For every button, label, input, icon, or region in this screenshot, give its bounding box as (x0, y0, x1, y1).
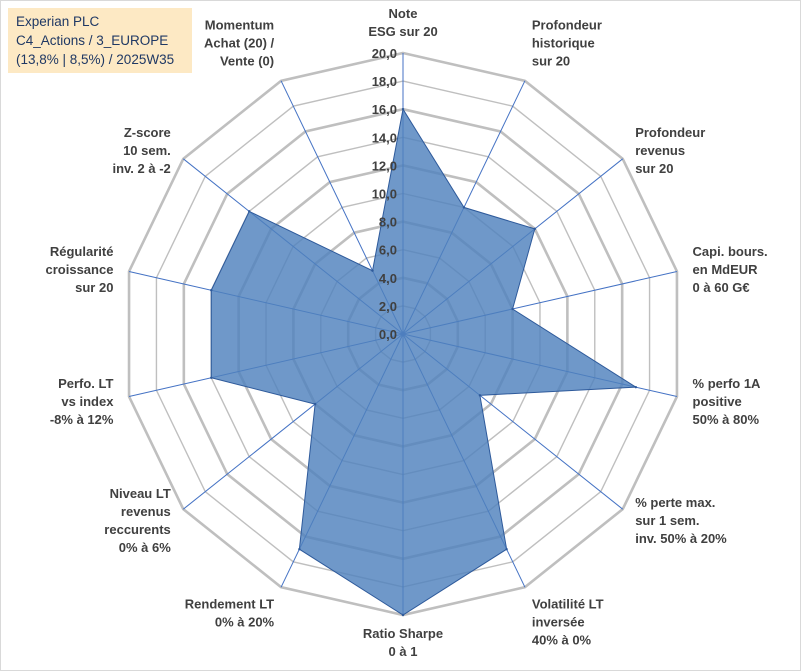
tick-label: 4,0 (379, 271, 397, 286)
axis-label: Z-score 10 sem. inv. 2 à -2 (112, 125, 170, 176)
data-point (533, 227, 537, 231)
data-point (210, 376, 213, 379)
tick-label: 10,0 (372, 187, 397, 202)
chart-subtitle-stats: (13,8% | 8,5%) / 2025W35 (16, 52, 175, 67)
chart-subtitle-category: C4_Actions / 3_EUROPE (16, 33, 169, 48)
data-point (210, 289, 213, 292)
axis-label: Profondeur historique sur 20 (532, 17, 602, 68)
axis-label: Volatilité LT inversée 40% à 0% (532, 597, 604, 648)
tick-label: 0,0 (379, 327, 397, 342)
axis-label: Régularité croissance sur 20 (46, 244, 114, 295)
tick-label: 20,0 (372, 46, 397, 61)
data-point (401, 108, 405, 111)
data-point (511, 307, 514, 311)
axis-label: Capi. bours. en MdEUR 0 à 60 G€ (693, 244, 768, 295)
axis-label: Profondeur revenus sur 20 (635, 125, 705, 176)
axis-label: Note ESG sur 20 (368, 6, 437, 39)
data-point (478, 394, 482, 397)
axis-label: % perfo 1A positive 50% à 80% (693, 376, 762, 427)
data-point (313, 402, 317, 406)
data-point (298, 547, 301, 551)
axis-label: % perte max. sur 1 sem. inv. 50% à 20% (635, 495, 727, 546)
data-point (462, 206, 466, 209)
tick-label: 14,0 (372, 130, 397, 145)
chart-title: Experian PLC (16, 14, 100, 29)
tick-label: 2,0 (379, 299, 397, 314)
data-point (505, 547, 508, 551)
tick-label: 12,0 (372, 158, 397, 173)
data-point (634, 385, 638, 389)
tick-label: 18,0 (372, 74, 397, 89)
series-area (210, 107, 638, 616)
data-point (248, 210, 251, 213)
tick-label: 8,0 (379, 215, 397, 230)
axis-label: Rendement LT 0% à 20% (185, 597, 275, 630)
data-point (401, 613, 405, 617)
axis-label: Ratio Sharpe 0 à 1 (363, 626, 443, 659)
axis-label: Perfo. LT vs index -8% à 12% (50, 376, 114, 427)
data-point (371, 269, 374, 272)
tick-label: 6,0 (379, 243, 397, 258)
chart-title-box: Experian PLC C4_Actions / 3_EUROPE (13,8… (8, 8, 192, 73)
axis-label: Niveau LT revenus reccurents 0% à 6% (104, 486, 171, 555)
tick-label: 16,0 (372, 102, 397, 117)
axis-label: Momentum Achat (20) / Vente (0) (204, 17, 274, 68)
